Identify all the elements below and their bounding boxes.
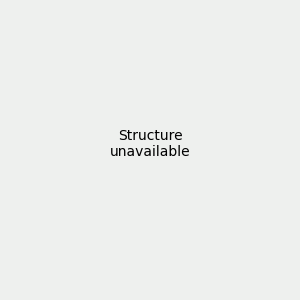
- Text: Structure
unavailable: Structure unavailable: [110, 129, 190, 159]
